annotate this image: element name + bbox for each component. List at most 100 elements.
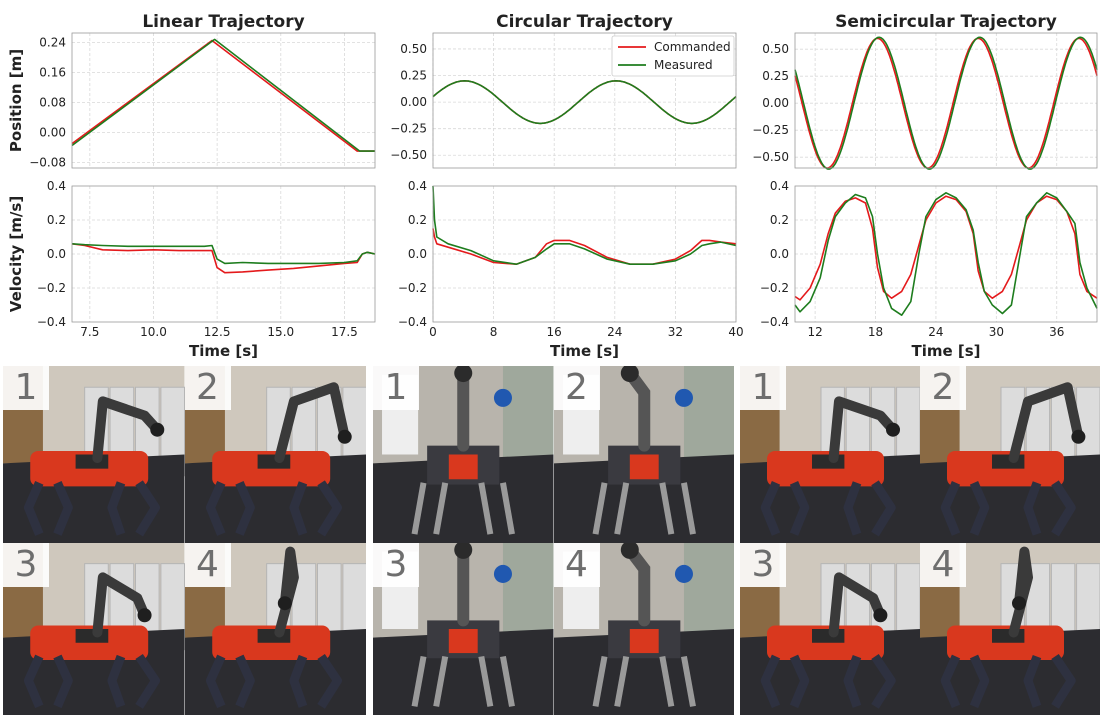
semicircular-velocity-commanded-line bbox=[794, 195, 1098, 301]
semicircular-velocity-xtick-label: 12 bbox=[807, 325, 822, 339]
linear-velocity-xtick-label: 12.5 bbox=[204, 325, 231, 339]
linear-velocity-plot-frame bbox=[71, 185, 376, 323]
frame-number-label: 4 bbox=[920, 543, 966, 587]
circular-position-measured-line bbox=[432, 80, 737, 125]
circular-position-ytick-label: 0.00 bbox=[400, 95, 427, 109]
circular-velocity-commanded-line bbox=[432, 228, 737, 266]
circular-velocity-xtick-label: 0 bbox=[429, 325, 437, 339]
frame-number-label: 4 bbox=[184, 543, 231, 587]
semicircular-position-plot-frame bbox=[794, 32, 1098, 169]
legend-box bbox=[611, 35, 735, 77]
semicircular-velocity-xlabel: Time [s] bbox=[911, 342, 980, 360]
circular-velocity-xtick-label: 16 bbox=[547, 325, 562, 339]
semicircular-velocity-xtick-label: 18 bbox=[868, 325, 883, 339]
circular-velocity-ytick-label: 0.0 bbox=[408, 247, 427, 261]
robot-scene bbox=[740, 543, 920, 715]
semicircular-position-ytick-label: −0.25 bbox=[752, 123, 789, 137]
circular-position-ytick-label: 0.25 bbox=[400, 69, 427, 83]
linear-frame-1: 1 bbox=[3, 366, 185, 543]
circular-velocity-ytick-label: 0.4 bbox=[408, 179, 427, 193]
linear-velocity-ytick-label: 0.0 bbox=[47, 247, 66, 261]
semicircular-position-ytick-label: 0.00 bbox=[762, 96, 789, 110]
circular-frame-2: 2 bbox=[553, 366, 734, 543]
frame-number-label: 1 bbox=[3, 366, 49, 410]
frame-number-label: 1 bbox=[740, 366, 786, 410]
semicircular-velocity-xtick-label: 30 bbox=[989, 325, 1004, 339]
linear-position-ytick-label: 0.08 bbox=[39, 95, 66, 109]
velocity-ylabel: Velocity [m/s] bbox=[7, 196, 25, 312]
linear-velocity-commanded-line bbox=[71, 243, 376, 274]
semicircular-velocity-ytick-label: −0.4 bbox=[760, 315, 789, 329]
linear-frame-2: 2 bbox=[184, 366, 366, 543]
linear-position-ytick-label: 0.16 bbox=[39, 65, 66, 79]
robot-scene bbox=[553, 366, 734, 543]
semicircular-velocity-xtick-label: 24 bbox=[928, 325, 943, 339]
linear-position-ytick-label: 0.24 bbox=[39, 35, 66, 49]
semicircular-frame-2: 2 bbox=[920, 366, 1100, 543]
circular-position-ytick-label: −0.50 bbox=[390, 148, 427, 162]
linear-position-ytick-label: −0.08 bbox=[29, 155, 66, 169]
circular-velocity-xtick-label: 40 bbox=[728, 325, 743, 339]
circular-velocity-xtick-label: 8 bbox=[490, 325, 498, 339]
linear-velocity-ytick-label: −0.4 bbox=[37, 315, 66, 329]
semicircular-position-ytick-label: 0.25 bbox=[762, 69, 789, 83]
circular-frame-1: 1 bbox=[373, 366, 554, 543]
linear-velocity-xtick-label: 15.0 bbox=[267, 325, 294, 339]
legend-commanded-label: Commanded bbox=[654, 40, 731, 54]
semicircular-velocity-xtick-label: 36 bbox=[1049, 325, 1064, 339]
circular-velocity-ytick-label: −0.2 bbox=[398, 281, 427, 295]
semicircular-velocity-ytick-label: 0.4 bbox=[770, 179, 789, 193]
semicircular-velocity-ytick-label: −0.2 bbox=[760, 281, 789, 295]
legend-measured-label: Measured bbox=[654, 58, 713, 72]
linear-velocity-xtick-label: 10.0 bbox=[140, 325, 167, 339]
linear-velocity-xtick-label: 7.5 bbox=[80, 325, 99, 339]
linear-position-ytick-label: 0.00 bbox=[39, 125, 66, 139]
linear-velocity-measured-line bbox=[71, 243, 376, 265]
frame-number-label: 3 bbox=[3, 543, 49, 587]
position-ylabel: Position [m] bbox=[7, 49, 25, 152]
circular-position-ytick-label: −0.25 bbox=[390, 122, 427, 136]
linear-velocity-ytick-label: 0.2 bbox=[47, 213, 66, 227]
robot-scene bbox=[740, 366, 920, 543]
circular-velocity-xtick-label: 32 bbox=[668, 325, 683, 339]
frame-number-label: 2 bbox=[553, 366, 600, 410]
semicircular-position-ytick-label: −0.50 bbox=[752, 150, 789, 164]
linear-velocity-ytick-label: 0.4 bbox=[47, 179, 66, 193]
frame-number-label: 3 bbox=[740, 543, 786, 587]
circular-velocity-ytick-label: 0.2 bbox=[408, 213, 427, 227]
frame-number-label: 2 bbox=[184, 366, 231, 410]
linear-position-commanded-line bbox=[71, 39, 375, 152]
semicircular-frame-1: 1 bbox=[740, 366, 920, 543]
linear-position-measured-line bbox=[71, 38, 375, 152]
circular-velocity-xlabel: Time [s] bbox=[550, 342, 619, 360]
linear-frame-3: 3 bbox=[3, 543, 185, 715]
linear-velocity-xtick-label: 17.5 bbox=[331, 325, 358, 339]
linear-velocity-ytick-label: −0.2 bbox=[37, 281, 66, 295]
semicircular-velocity-plot-frame bbox=[794, 185, 1098, 323]
frame-number-label: 1 bbox=[373, 366, 419, 410]
circular-velocity-measured-line bbox=[432, 185, 737, 266]
robot-scene bbox=[184, 543, 366, 715]
frame-number-label: 3 bbox=[373, 543, 419, 587]
semicircular-frame-3: 3 bbox=[740, 543, 920, 715]
semicircular-title: Semicircular Trajectory bbox=[835, 12, 1057, 32]
linear-frame-4: 4 bbox=[184, 543, 366, 715]
circular-frame-3: 3 bbox=[373, 543, 554, 715]
circular-title: Circular Trajectory bbox=[496, 12, 673, 32]
semicircular-velocity-measured-line bbox=[794, 192, 1098, 317]
semicircular-velocity-ytick-label: 0.2 bbox=[770, 213, 789, 227]
frame-number-label: 2 bbox=[920, 366, 966, 410]
circular-velocity-xtick-label: 24 bbox=[607, 325, 622, 339]
linear-position-plot-frame bbox=[71, 32, 376, 169]
linear-velocity-xlabel: Time [s] bbox=[189, 342, 258, 360]
semicircular-position-ytick-label: 0.50 bbox=[762, 42, 789, 56]
semicircular-position-measured-line bbox=[794, 36, 1098, 170]
circular-position-plot-frame bbox=[432, 32, 737, 169]
semicircular-position-commanded-line bbox=[794, 37, 1098, 169]
circular-position-ytick-label: 0.50 bbox=[400, 42, 427, 56]
circular-velocity-ytick-label: −0.4 bbox=[398, 315, 427, 329]
semicircular-frame-4: 4 bbox=[920, 543, 1100, 715]
circular-velocity-plot-frame bbox=[432, 185, 737, 323]
frame-number-label: 4 bbox=[553, 543, 600, 587]
